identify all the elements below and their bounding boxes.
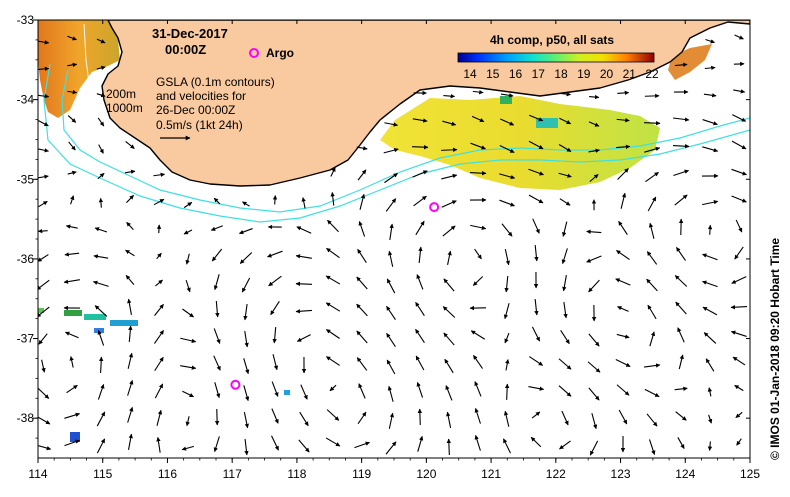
colorbar-tick-label: 16 xyxy=(509,67,523,81)
colorbar-tick-label: 18 xyxy=(554,67,568,81)
lat-tick-label: -34 xyxy=(17,93,35,107)
velocity-arrow xyxy=(101,198,102,207)
colorbar-tick-label: 20 xyxy=(600,67,614,81)
credit-text: © IMOS 01-Jan-2018 09:20 Hobart Time xyxy=(768,238,782,460)
lon-tick-label: 125 xyxy=(740,467,760,481)
lon-tick-label: 114 xyxy=(28,467,47,481)
colorbar-tick-label: 15 xyxy=(486,67,500,81)
lon-tick-label: 119 xyxy=(352,467,371,481)
velocity-arrow xyxy=(38,231,47,232)
gsla-line-1: GSLA (0.1m contours) xyxy=(156,75,275,89)
colorbar-tick-label: 17 xyxy=(532,67,546,81)
velocity-arrow xyxy=(420,409,421,425)
velocity-arrow xyxy=(441,150,457,151)
lon-tick-label: 117 xyxy=(223,467,242,481)
colorbar-tick-label: 21 xyxy=(623,67,637,81)
lon-tick-label: 115 xyxy=(93,467,112,481)
isobath-label-1000m: 1000m xyxy=(106,101,143,115)
gsla-line-4: 0.5m/s (1kt 24h) xyxy=(156,118,243,132)
velocity-arrow xyxy=(589,97,599,98)
lon-tick-label: 122 xyxy=(546,467,566,481)
colorbar-tick-label: 22 xyxy=(645,67,659,81)
colorbar-tick-label: 14 xyxy=(463,67,477,81)
colorbar-gradient xyxy=(458,53,654,62)
velocity-arrow xyxy=(710,225,711,234)
isobath-label-200m: 200m xyxy=(106,87,136,101)
velocity-arrow xyxy=(296,284,312,285)
lon-tick-label: 124 xyxy=(675,467,695,481)
velocity-arrow xyxy=(449,439,450,455)
colorbar-title: 4h comp, p50, all sats xyxy=(490,33,614,47)
lon-tick-label: 118 xyxy=(287,467,306,481)
velocity-arrow xyxy=(275,196,276,205)
lon-tick-label: 123 xyxy=(611,467,631,481)
lat-tick-label: -33 xyxy=(17,13,35,27)
velocity-arrow xyxy=(412,147,428,148)
lat-tick-label: -36 xyxy=(17,252,35,266)
colorbar-tick-label: 19 xyxy=(577,67,591,81)
lon-tick-label: 116 xyxy=(158,467,177,481)
colorbar-ticks: 14 15 16 17 18 19 20 21 22 xyxy=(463,67,659,81)
velocity-arrow xyxy=(710,442,711,451)
lat-tick-label: -38 xyxy=(17,411,35,425)
title-date: 31-Dec-2017 xyxy=(152,26,228,41)
velocity-arrow xyxy=(644,123,660,124)
title-time: 00:00Z xyxy=(165,42,206,57)
gsla-line-3: 26-Dec 00:00Z xyxy=(156,103,235,117)
gsla-line-2: and velocities for xyxy=(156,89,246,103)
velocity-arrow xyxy=(507,384,508,400)
lat-tick-label: -35 xyxy=(17,172,35,186)
lon-tick-label: 120 xyxy=(416,467,436,481)
lat-tick-label: -37 xyxy=(17,332,35,346)
lon-tick-label: 121 xyxy=(481,467,501,481)
argo-legend-label: Argo xyxy=(266,46,294,60)
